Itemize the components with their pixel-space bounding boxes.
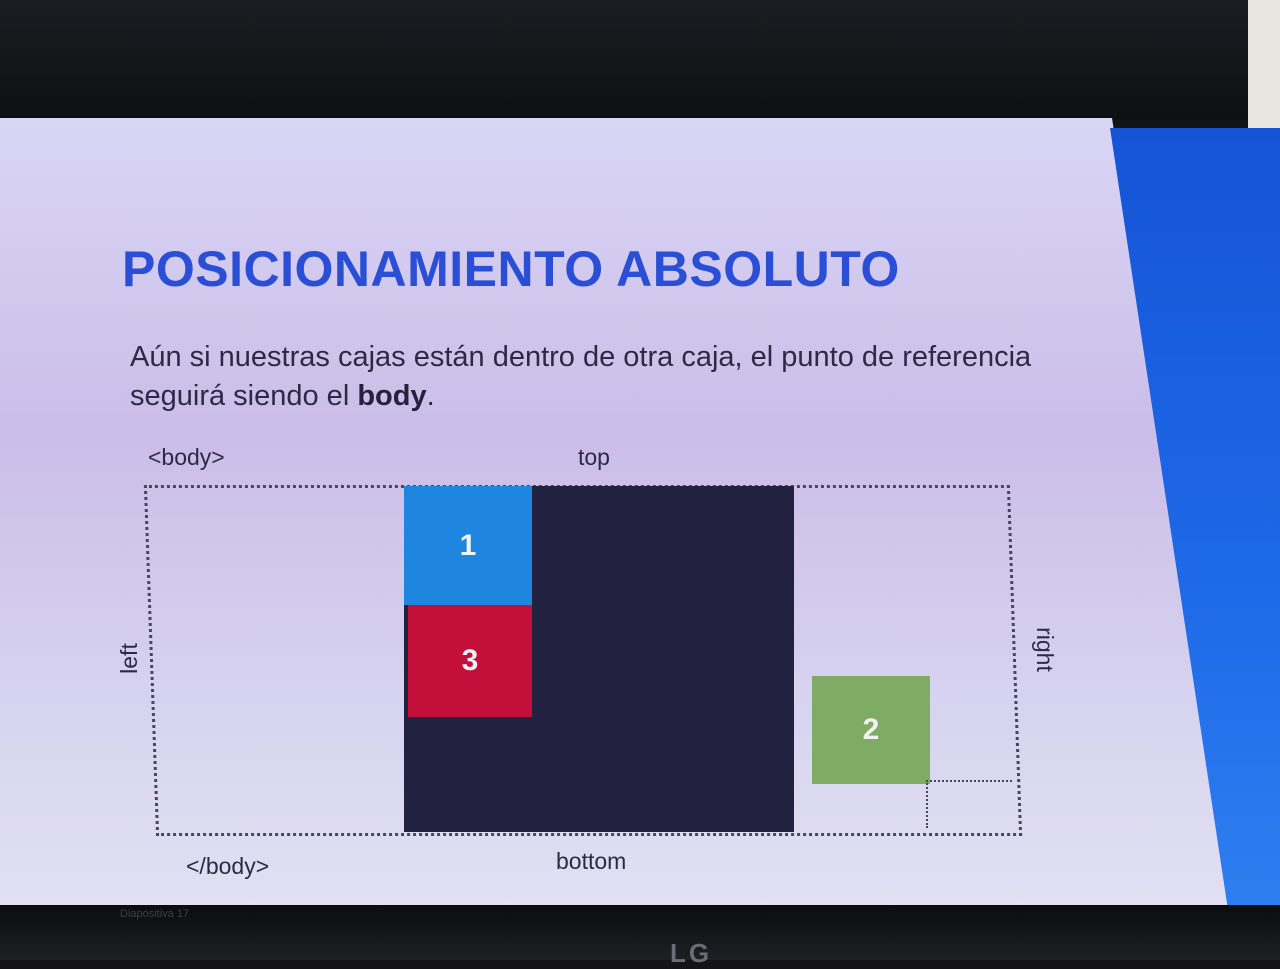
box-3-label: 3 [461, 644, 479, 677]
paragraph-end: . [426, 380, 435, 412]
left-label: left [115, 643, 142, 674]
paragraph-bold: body [357, 380, 427, 412]
right-label: right [1031, 627, 1058, 672]
monitor-bezel-top [0, 0, 1280, 120]
box-1: 1 [404, 486, 532, 605]
box-1-label: 1 [459, 528, 477, 562]
body-open-label: <body> [148, 444, 225, 470]
paragraph-text: Aún si nuestras cajas están dentro de ot… [130, 341, 1032, 412]
slide-paragraph: Aún si nuestras cajas están dentro de ot… [130, 338, 1050, 416]
body-close-label: </body> [186, 853, 270, 879]
corner-guide-lines [926, 780, 1012, 828]
box-2-label: 2 [862, 713, 880, 746]
bottom-label: bottom [556, 848, 627, 874]
box-2: 2 [812, 676, 930, 784]
box-3: 3 [408, 605, 532, 717]
top-label: top [578, 444, 610, 470]
paper-note [1248, 0, 1280, 140]
brand-logo: LG [670, 938, 713, 968]
slide-title: POSICIONAMIENTO ABSOLUTO [122, 241, 900, 297]
taskbar-item[interactable]: Diapositiva 17 [120, 908, 190, 920]
monitor-bezel-bottom [0, 905, 1280, 960]
